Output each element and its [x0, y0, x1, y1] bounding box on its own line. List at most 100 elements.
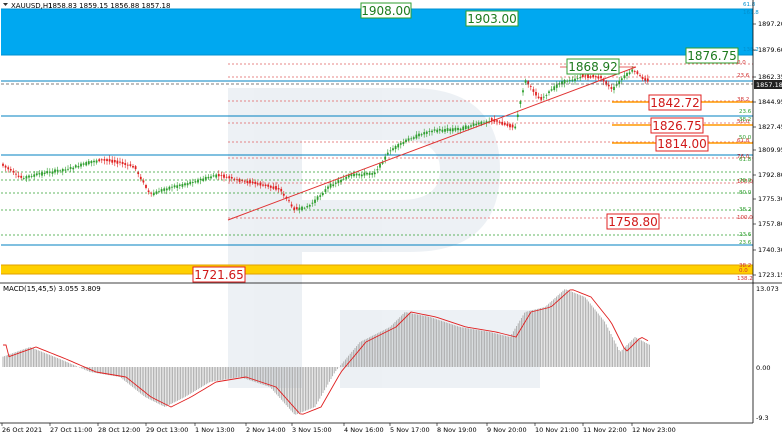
candle-body: [22, 178, 25, 179]
candle-body: [80, 163, 82, 167]
candle-body: [251, 181, 254, 184]
candle-body: [342, 178, 345, 180]
candle-body: [217, 174, 220, 177]
candle-body: [610, 87, 613, 89]
candle-body: [98, 159, 101, 162]
candle-body: [207, 176, 210, 179]
candle-body: [106, 159, 108, 162]
time-tick: 28 Oct 12:00: [98, 426, 140, 434]
candle-body: [35, 173, 38, 176]
current-price-badge: [754, 80, 782, 89]
candle-body: [594, 76, 597, 78]
candle-body: [72, 167, 75, 170]
price-axis[interactable]: 1897.20 1879.60 1862.35 1844.95 1827.45 1809.…: [753, 20, 782, 279]
candle-body: [290, 204, 293, 207]
candle-body: [321, 192, 324, 196]
price-tick: 1775.30: [758, 195, 782, 203]
candle-body: [558, 83, 561, 85]
candle-body: [191, 182, 194, 183]
candle-body: [228, 176, 231, 179]
candle-body: [553, 86, 556, 90]
label-target-up: 1876.75: [687, 49, 737, 63]
candle-body: [145, 185, 147, 188]
time-tick: 2 Nov 14:00: [246, 426, 286, 434]
candle-body: [509, 124, 511, 128]
label-support-2: 1826.75: [652, 119, 702, 133]
fib-label: 76.0: [739, 178, 752, 184]
candle-body: [38, 173, 41, 175]
candle-body: [566, 80, 569, 82]
candle-body: [139, 176, 142, 180]
candle-body: [436, 129, 439, 133]
candle-body: [28, 175, 30, 178]
candle-body: [340, 179, 342, 183]
fib-label: 61.8: [739, 157, 752, 163]
candle-body: [605, 81, 608, 85]
fib-label: 38.2: [737, 97, 749, 103]
label-resistance-mid: 1903.00: [467, 12, 517, 26]
candle-body: [360, 174, 363, 177]
candle-body: [462, 126, 465, 131]
candle-body: [280, 188, 283, 192]
candle-body: [111, 159, 114, 163]
candle-body: [511, 124, 514, 128]
fib-label: 0.0: [739, 268, 748, 274]
label-support-3: 1814.00: [657, 137, 707, 151]
candle-body: [537, 96, 540, 99]
candle-body: [428, 131, 431, 132]
candle-body: [129, 164, 132, 166]
candle-body: [449, 128, 452, 132]
candle-body: [116, 160, 119, 164]
level-lines: [1, 80, 753, 246]
candle-body: [641, 76, 644, 80]
fib-label: 50.0: [737, 119, 750, 125]
price-tick: 1897.20: [758, 20, 782, 28]
candle-body: [7, 167, 10, 170]
candle-body: [623, 75, 626, 79]
candle-body: [472, 123, 475, 126]
candle-body: [2, 163, 4, 166]
candle-body: [171, 186, 173, 188]
candle-body: [475, 123, 478, 126]
time-tick: 12 Nov 23:00: [632, 426, 676, 434]
candle-body: [30, 175, 33, 177]
time-tick: 27 Oct 11:00: [50, 426, 92, 434]
fib-label: 23.6: [739, 232, 752, 238]
candle-body: [529, 86, 532, 87]
candle-body: [77, 165, 80, 168]
candle-body: [272, 186, 275, 189]
time-tick: 8 Nov 19:00: [437, 426, 477, 434]
candle-body: [311, 202, 314, 204]
candle-body: [514, 126, 517, 129]
candle-body: [563, 79, 566, 84]
candle-body: [571, 79, 574, 81]
candle-body: [74, 165, 77, 168]
candle-body: [314, 199, 316, 203]
time-tick: 5 Nov 17:00: [390, 426, 430, 434]
candle-body: [295, 207, 298, 210]
time-axis[interactable]: 26 Oct 2021 27 Oct 11:00 28 Oct 12:00 29 Oc…: [1, 423, 676, 434]
candle-body: [633, 71, 636, 73]
candle-body: [550, 89, 553, 91]
fib-label: 38.2: [739, 117, 751, 123]
fib-label: 61.8: [737, 138, 750, 144]
candle-body: [178, 184, 181, 187]
candle-body: [308, 205, 311, 207]
candle-body: [394, 145, 397, 150]
candle-body: [67, 168, 69, 170]
dropdown-triangle-icon[interactable]: [3, 3, 8, 6]
candle-body: [587, 74, 589, 79]
candle-body: [628, 72, 631, 75]
fib-label: 23.6: [737, 73, 750, 79]
candle-body: [212, 175, 215, 177]
candle-body: [600, 76, 602, 79]
candle-body: [132, 165, 134, 168]
candle-body: [433, 129, 436, 131]
candle-body: [496, 120, 498, 122]
time-tick: 3 Nov 15:00: [292, 426, 332, 434]
price-tick: 1844.95: [758, 98, 782, 106]
price-tick: 1757.80: [758, 220, 782, 228]
candle-body: [415, 134, 418, 139]
